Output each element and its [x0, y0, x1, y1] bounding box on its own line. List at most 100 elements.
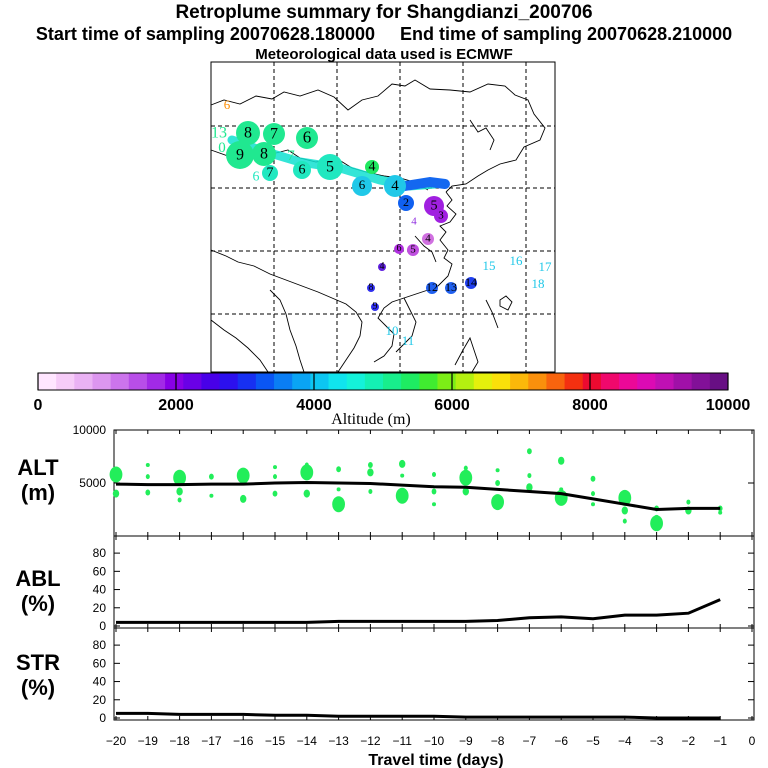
x-tick-label: −7	[523, 734, 537, 748]
x-tick-label: −13	[328, 734, 349, 748]
alt-cluster-point	[590, 475, 596, 482]
x-tick-label: −3	[650, 734, 664, 748]
map-cluster-label: 12	[426, 280, 438, 294]
alt-cluster-point	[491, 494, 504, 511]
map-cluster-marker: 18	[532, 276, 545, 291]
map-cluster-marker: 6	[296, 127, 318, 149]
alt-cluster-point	[173, 469, 187, 486]
alt-cluster-point	[240, 494, 247, 503]
abl-frame	[113, 535, 755, 629]
colorbar-cell	[491, 373, 511, 390]
map-cluster-marker: 6	[224, 97, 231, 112]
colorbar-cell	[401, 373, 420, 390]
map-cluster-marker: 6	[394, 243, 404, 254]
alt-cluster-point	[432, 472, 436, 478]
alt-cluster-point	[145, 474, 150, 480]
map-cluster-label: 6	[299, 163, 306, 178]
map-cluster-label: 6	[224, 97, 231, 112]
y-tick-label: 60	[93, 656, 107, 670]
y-tick-label: 20	[93, 601, 107, 615]
colorbar-cell	[455, 373, 475, 390]
alt-cluster-point	[177, 497, 182, 503]
alt-cluster-point	[650, 515, 663, 532]
colorbar-cell	[110, 373, 130, 390]
map-cluster-label: 5	[410, 244, 416, 256]
colorbar-tick-label: 6000	[434, 397, 470, 414]
y-tick-label: 0	[99, 619, 106, 633]
x-tick-label: −8	[491, 734, 505, 748]
map-cluster-label: 8	[244, 124, 252, 141]
map-cluster-marker: 4	[422, 233, 434, 245]
map-cluster-marker: 13	[211, 124, 227, 141]
str-unit: (%)	[21, 675, 55, 700]
alt-cluster-point	[526, 483, 533, 492]
alt-cluster-point	[686, 499, 691, 505]
colorbar-cell	[165, 373, 184, 390]
alt-cluster-point	[176, 487, 183, 496]
colorbar-cell	[673, 373, 693, 390]
colorbar-tick-label: 8000	[572, 397, 608, 414]
map-cluster-label: 5	[326, 158, 334, 175]
colorbar-cell	[383, 373, 402, 390]
colorbar-cell	[564, 373, 584, 390]
str-line	[116, 711, 721, 720]
colorbar-cell	[619, 373, 638, 390]
alt-cluster-point	[273, 465, 277, 470]
travel-time-xaxis: −20 −19 −18 −17 −16 −15 −14 −13 −12 −11 −10 −9 −8 −7−…	[106, 734, 756, 748]
alt-cluster-point	[109, 466, 123, 483]
x-tick-label: −17	[201, 734, 222, 748]
y-tick-label: 10000	[73, 423, 107, 437]
colorbar-cell	[655, 373, 674, 390]
x-tick-label: −9	[459, 734, 473, 748]
map-cluster-marker: 7	[263, 123, 285, 145]
map-cluster-marker: 8	[252, 142, 276, 166]
colorbar-tick-label: 0	[34, 397, 43, 414]
colorbar-cell	[637, 373, 656, 390]
map-cluster-marker: 12	[426, 280, 438, 294]
colorbar-cell	[709, 373, 729, 390]
colorbar-cell	[691, 373, 711, 390]
map-cluster-marker: 4	[411, 216, 417, 228]
map-cluster-label: 4	[380, 261, 385, 272]
y-tick-label: 80	[93, 638, 107, 652]
colorbar-cell	[546, 373, 565, 390]
map-cluster-label: 6	[253, 170, 260, 185]
map-trajectory-band	[400, 176, 450, 191]
colorbar-cell	[528, 373, 547, 390]
colorbar-cell	[201, 373, 220, 390]
map-cluster-label: 7	[287, 148, 295, 164]
alt-cluster-point	[718, 510, 723, 515]
map-cluster-marker: 6	[293, 161, 311, 179]
alt-cluster-points	[109, 448, 723, 532]
map-cluster-label: 18	[532, 276, 545, 291]
map-cluster-marker: 5	[317, 154, 343, 180]
alt-cluster-point	[495, 468, 500, 473]
colorbar-cell	[255, 373, 275, 390]
colorbar-cell	[510, 373, 529, 390]
map-cluster-label: 4	[369, 160, 376, 175]
colorbar-ticks: 0 2000 4000 6000 8000 10000	[34, 373, 750, 414]
alt-cluster-point	[367, 468, 374, 477]
colorbar-cell	[419, 373, 438, 390]
alt-cluster-point	[236, 467, 250, 484]
colorbar-cell	[292, 373, 311, 390]
sampling-times: Start time of sampling 20070628.180000 E…	[35, 24, 733, 44]
map-cluster-marker: 2	[398, 195, 414, 211]
map-cluster-label: 7	[270, 125, 278, 142]
alt-cluster-point	[459, 469, 473, 486]
map-cluster-label: 5	[431, 199, 438, 214]
map-cluster-marker: 5	[407, 244, 419, 256]
alt-cluster-point	[400, 473, 405, 478]
map-cluster-marker: 8	[236, 121, 260, 145]
alt-cluster-point	[591, 502, 595, 507]
y-tick-label: 40	[93, 675, 107, 689]
x-tick-label: −16	[233, 734, 254, 748]
map-cluster-label: 4	[411, 216, 417, 228]
map-cluster-label: 9	[236, 146, 244, 163]
colorbar-cell	[328, 373, 348, 390]
colorbar-cell	[74, 373, 93, 390]
str-label: STR	[16, 650, 60, 675]
alt-cluster-point	[209, 473, 214, 480]
map-cluster-marker: 8	[367, 282, 375, 293]
